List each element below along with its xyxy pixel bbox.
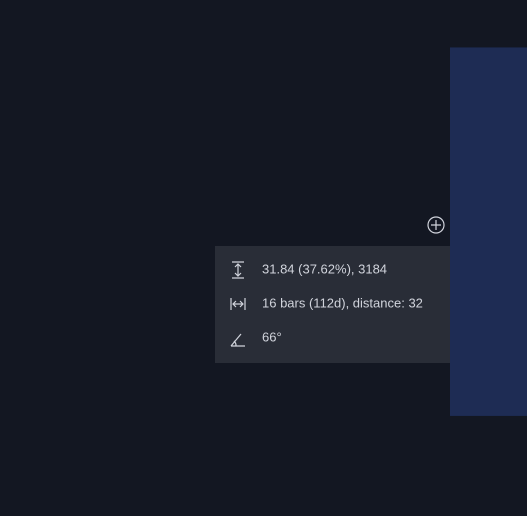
bar-range: 16 bars (112d), distance: 32 [262, 295, 423, 310]
range-band [450, 47, 527, 416]
measure-tooltip: 31.84 (37.62%), 3184 16 bars (112d), dis… [215, 246, 450, 363]
tooltip-box [215, 246, 450, 363]
add-button[interactable] [427, 216, 445, 234]
angle: 66° [262, 329, 282, 344]
price-range: 31.84 (37.62%), 3184 [262, 261, 387, 276]
icons [230, 261, 246, 347]
